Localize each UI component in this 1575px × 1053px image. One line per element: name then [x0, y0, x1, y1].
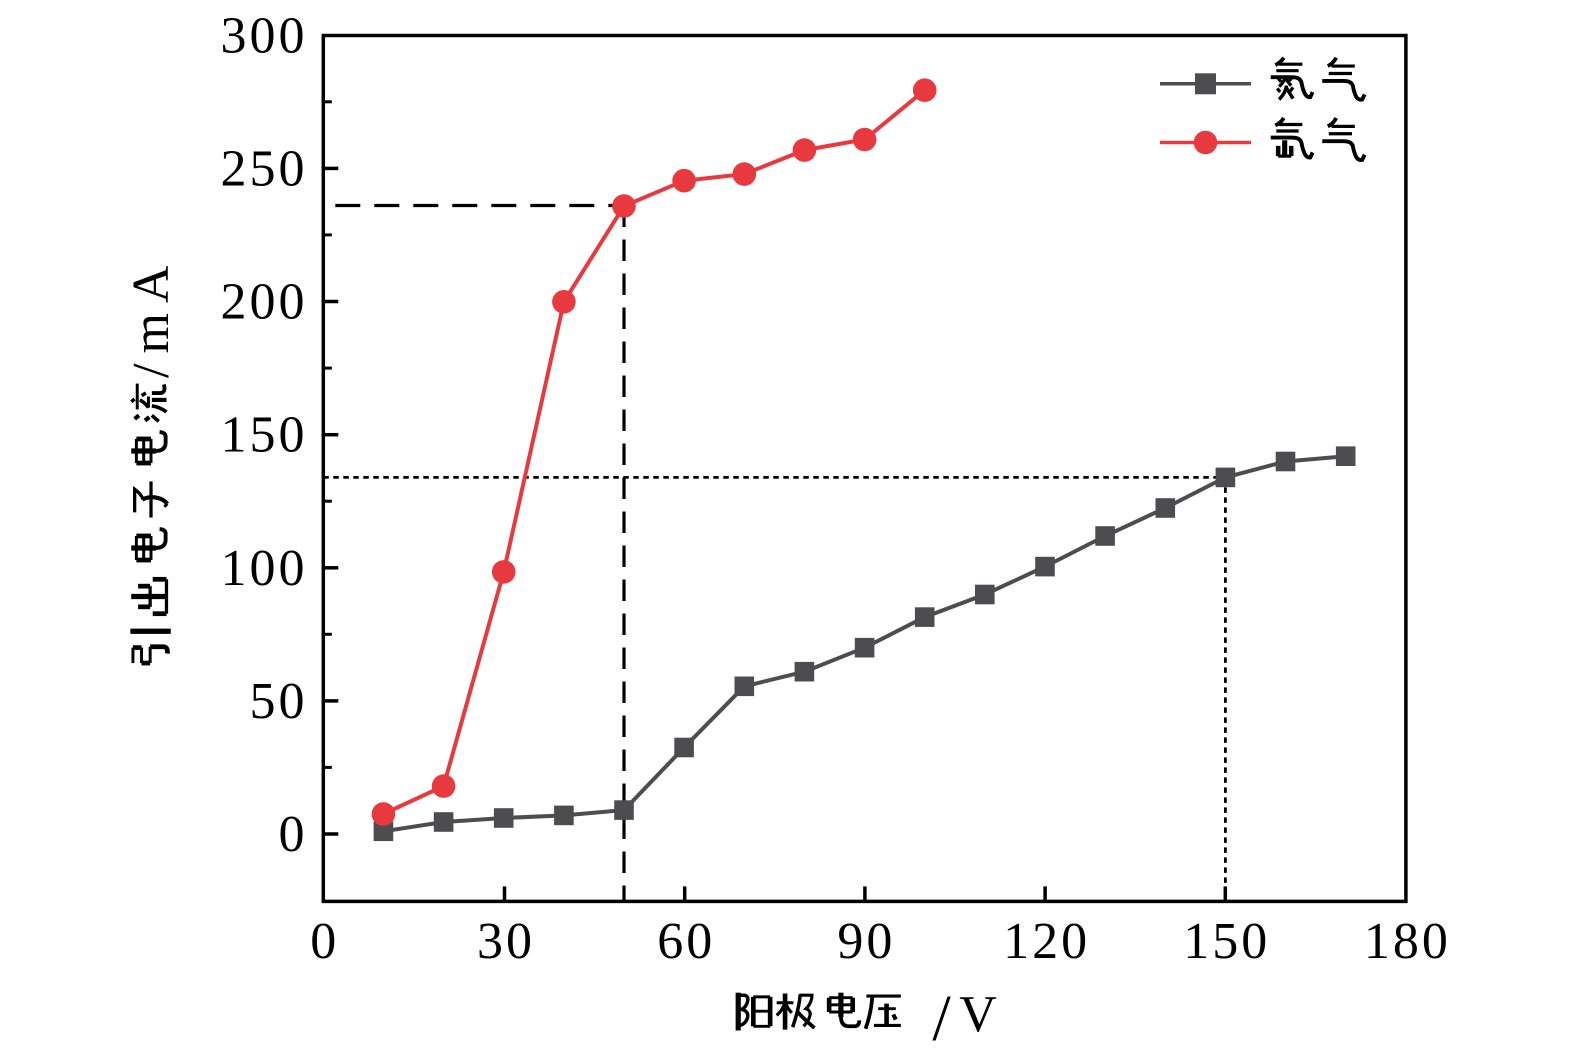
- svg-text:/: /: [932, 982, 951, 1053]
- svg-text:60: 60: [657, 913, 715, 970]
- svg-text:180: 180: [1364, 913, 1451, 970]
- svg-text:250: 250: [221, 140, 308, 197]
- svg-text:90: 90: [837, 913, 895, 970]
- svg-text:/mA: /mA: [123, 256, 180, 378]
- svg-text:120: 120: [1003, 913, 1090, 970]
- svg-text:300: 300: [221, 7, 308, 64]
- svg-text:30: 30: [477, 913, 535, 970]
- svg-text:150: 150: [221, 407, 308, 464]
- svg-text:V: V: [959, 986, 997, 1043]
- svg-text:200: 200: [221, 274, 308, 331]
- svg-text:150: 150: [1183, 913, 1270, 970]
- svg-text:0: 0: [279, 806, 308, 863]
- svg-text:50: 50: [250, 673, 308, 730]
- svg-text:100: 100: [221, 540, 308, 597]
- svg-text:0: 0: [310, 913, 339, 970]
